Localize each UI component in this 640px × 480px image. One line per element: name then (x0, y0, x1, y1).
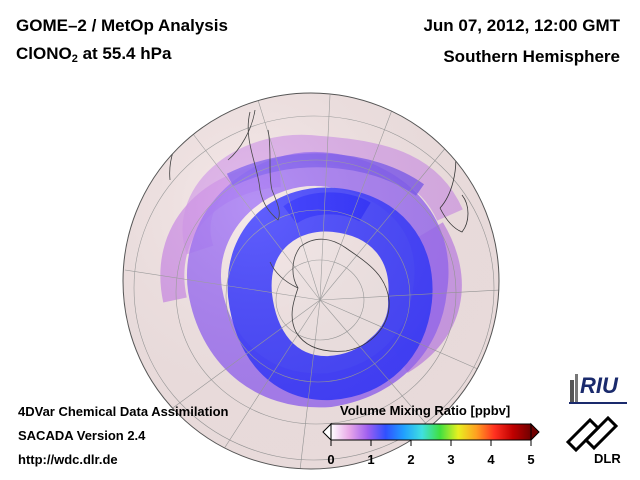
map-title: GOME–2 / MetOp Analysis (16, 16, 228, 35)
colorbar-tick-label: 3 (447, 452, 455, 467)
colorbar-tick-label: 5 (527, 452, 535, 467)
colorbar-tick-marks (330, 440, 532, 446)
species-subscript: 2 (71, 53, 78, 65)
riu-logo-text: RIU (580, 373, 618, 398)
colorbar-tick-label: 0 (327, 452, 335, 467)
colorbar-tick-label: 1 (367, 452, 375, 467)
footer-method: 4DVar Chemical Data Assimilation (18, 404, 229, 419)
colorbar-right-arrow (530, 422, 540, 442)
map-subtitle: ClONO2 at 55.4 hPa (16, 44, 171, 65)
globe-shade (123, 93, 499, 469)
footer-version: SACADA Version 2.4 (18, 428, 146, 443)
dlr-logo-icon (565, 415, 619, 453)
pressure-level: at 55.4 hPa (77, 44, 172, 63)
dlr-logo-text: DLR (594, 451, 621, 466)
date-label: Jun 07, 2012, 12:00 GMT (423, 16, 620, 35)
globe (123, 93, 499, 469)
colorbar (330, 423, 532, 441)
globe-outline (122, 92, 500, 470)
colorbar-tick-label: 4 (487, 452, 495, 467)
colorbar-title: Volume Mixing Ratio [ppbv] (340, 403, 511, 418)
riu-logo-icon (569, 374, 627, 404)
hemisphere-label: Southern Hemisphere (443, 47, 620, 66)
species-name: ClONO (16, 44, 72, 63)
footer-url[interactable]: http://wdc.dlr.de (18, 452, 118, 467)
colorbar-tick-label: 2 (407, 452, 415, 467)
